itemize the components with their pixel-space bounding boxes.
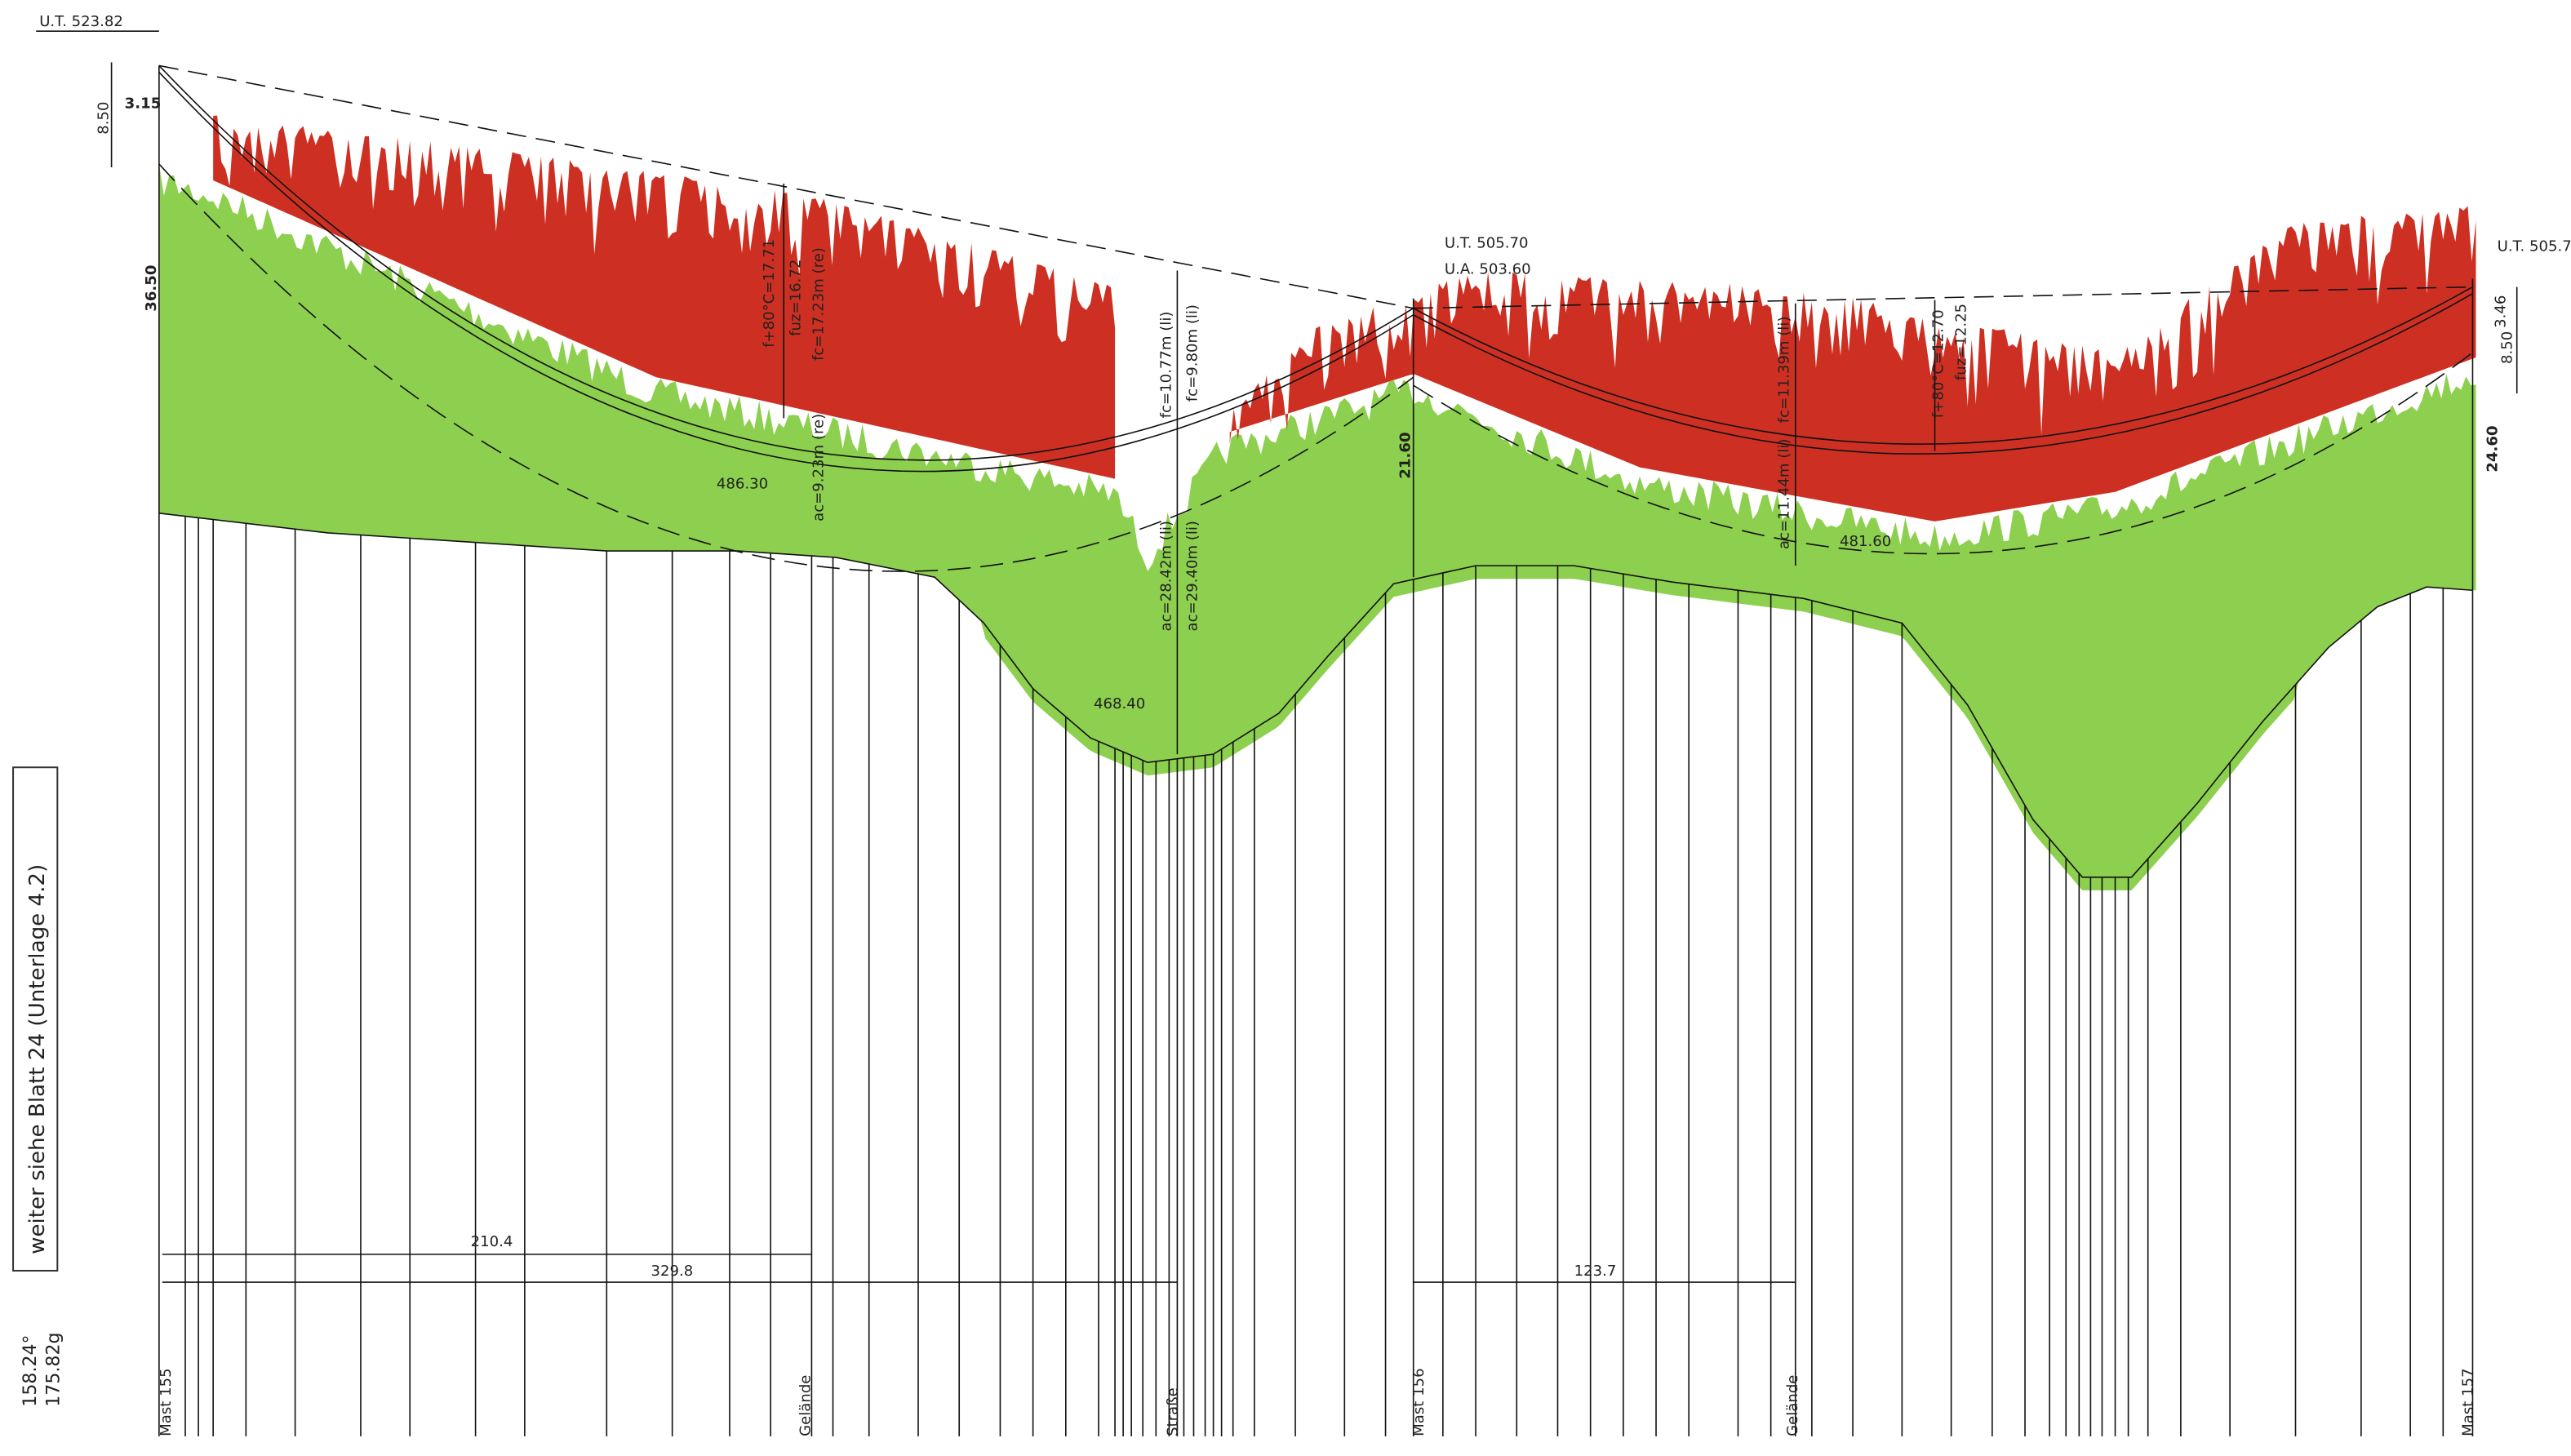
level: 486.30 bbox=[717, 476, 768, 493]
dim: 3.46 bbox=[2493, 295, 2510, 328]
station-label: Gelände bbox=[1784, 1375, 1801, 1436]
sag-label: fc=10.77m (li) bbox=[1157, 312, 1174, 419]
mast-label: Mast 155 bbox=[158, 1368, 175, 1436]
mast-height: 24.60 bbox=[2484, 425, 2502, 472]
mast-arm: U.A. 503.60 bbox=[1445, 261, 1531, 278]
station-label: Gelände bbox=[797, 1375, 814, 1436]
station-label: Straße bbox=[1164, 1387, 1181, 1436]
sag-label: fc=9.80m (li) bbox=[1184, 304, 1201, 402]
clearance-label: ac=11.44m (li) bbox=[1776, 439, 1793, 549]
dimension-label: 210.4 bbox=[471, 1233, 513, 1250]
dimension-label: 329.8 bbox=[651, 1263, 694, 1280]
sag-label: f+80°C=12.70 bbox=[1930, 309, 1947, 418]
dimension-label: 123.7 bbox=[1574, 1263, 1617, 1280]
mast-top: U.T. 523.82 bbox=[39, 13, 123, 30]
note: weiter siehe Blatt 24 (Unterlage 4.2) bbox=[25, 864, 50, 1254]
level: 481.60 bbox=[1840, 533, 1891, 550]
dim: 8.50 bbox=[95, 102, 113, 135]
mast-label: Mast 157 bbox=[2459, 1368, 2476, 1436]
mast-top: U.T. 505.7 bbox=[2498, 237, 2571, 255]
clearance-label: ac=29.40m (li) bbox=[1184, 521, 1201, 631]
sag-label: f+80°C=17.71 bbox=[761, 239, 778, 348]
angle: 175.82g bbox=[42, 1332, 64, 1406]
dim: 3.15 bbox=[125, 95, 162, 113]
dim: 8.50 bbox=[2499, 331, 2516, 364]
mast-label: Mast 156 bbox=[1410, 1368, 1428, 1436]
mast-height: 36.50 bbox=[143, 265, 160, 312]
mast-top: U.T. 505.70 bbox=[1445, 234, 1529, 251]
profile-drawing: U.T. 523.82 8.50 3.15 36.50 U.T. 505.70 … bbox=[0, 0, 2571, 1456]
angle: 158.24° bbox=[20, 1334, 41, 1406]
vegetation bbox=[159, 116, 2476, 890]
level: 468.40 bbox=[1094, 695, 1145, 712]
sag-label: fuz=12.25 bbox=[1953, 304, 1970, 380]
clearance-label: ac=9.23m (re) bbox=[810, 414, 827, 522]
clearance-label: ac=28.42m (li) bbox=[1157, 521, 1174, 631]
sag-label: fc=11.39m (li) bbox=[1776, 317, 1793, 424]
mast-height: 21.60 bbox=[1397, 432, 1414, 478]
sag-label: fc=17.23m (re) bbox=[810, 247, 827, 361]
sag-label: fuz=16.72 bbox=[787, 260, 804, 336]
